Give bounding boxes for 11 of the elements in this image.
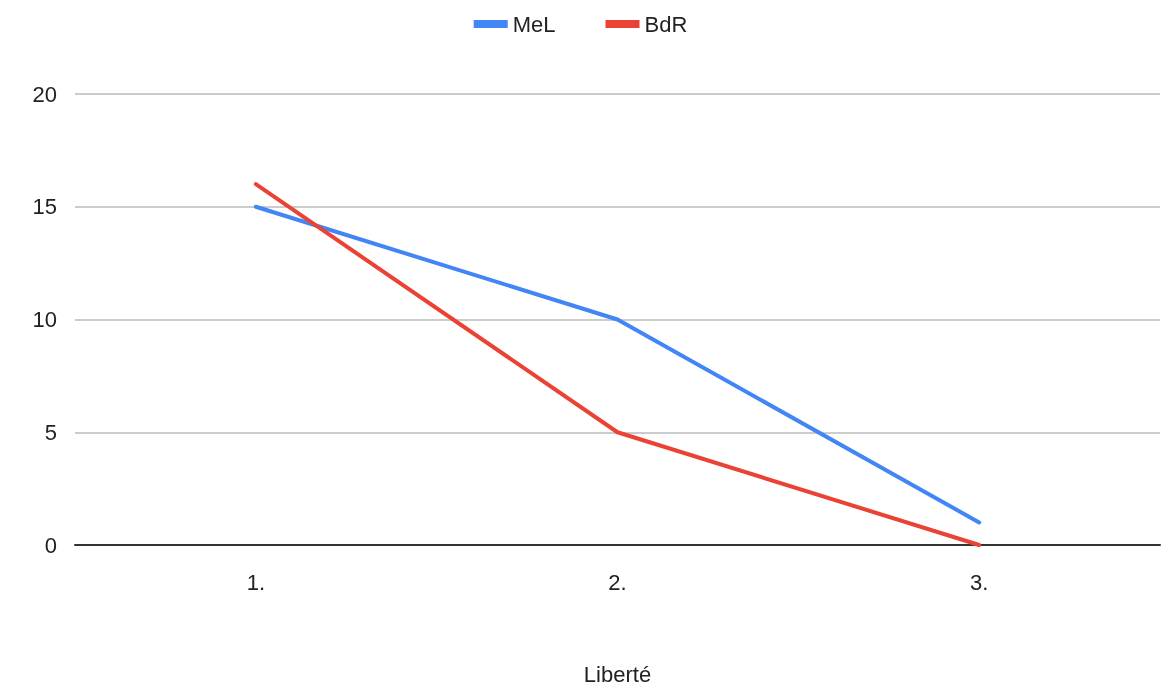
x-tick-label: 1. xyxy=(246,569,266,595)
y-tick-label: 10 xyxy=(32,307,57,332)
x-tick-label: 2. xyxy=(608,569,627,595)
y-tick-label: 20 xyxy=(32,81,57,107)
y-tick-label: 5 xyxy=(44,419,57,445)
y-tick-label: 15 xyxy=(32,194,57,220)
x-axis-title: Liberté xyxy=(583,661,652,687)
y-tick-label: 0 xyxy=(44,532,57,558)
legend-label: BdR xyxy=(644,11,688,37)
x-tick-label: 3. xyxy=(969,569,989,595)
legend-label: MeL xyxy=(512,11,556,37)
